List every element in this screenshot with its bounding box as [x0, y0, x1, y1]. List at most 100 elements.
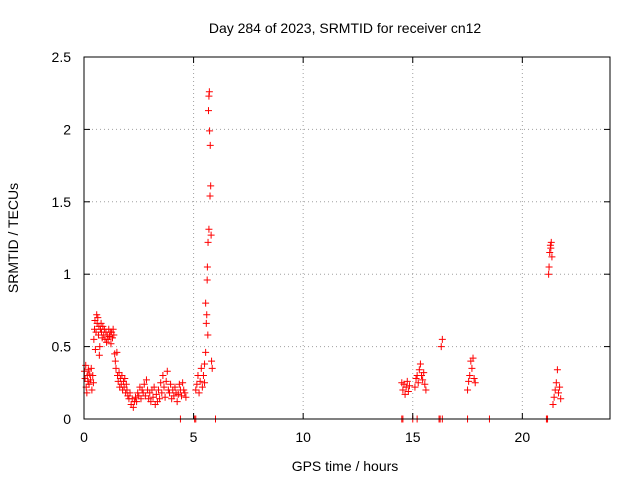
data-point — [89, 372, 97, 380]
data-point — [545, 270, 553, 278]
x-axis-label: GPS time / hours — [292, 458, 399, 474]
data-point — [411, 383, 419, 391]
data-point — [98, 334, 106, 342]
data-point — [207, 182, 215, 190]
data-point — [547, 238, 555, 246]
data-point — [554, 389, 562, 397]
data-point — [158, 389, 166, 397]
data-point — [178, 392, 186, 400]
data-point — [111, 357, 119, 365]
data-point — [150, 383, 158, 391]
data-point — [83, 389, 91, 397]
data-point — [91, 345, 99, 353]
data-point — [167, 380, 175, 388]
data-point — [182, 393, 190, 401]
data-point — [469, 354, 477, 362]
data-point — [545, 263, 553, 271]
data-point — [87, 376, 95, 384]
data-point — [149, 393, 157, 401]
data-point — [466, 372, 474, 380]
data-point — [123, 386, 131, 394]
data-point — [180, 386, 188, 394]
data-point — [156, 395, 164, 403]
data-point — [193, 380, 201, 388]
data-point — [471, 379, 479, 387]
data-point — [465, 377, 473, 385]
y-tick-label: 0 — [63, 411, 71, 427]
data-point — [181, 389, 189, 397]
data-point — [91, 325, 99, 333]
data-point — [82, 361, 90, 369]
data-point — [203, 263, 211, 271]
y-tick-label: 1 — [63, 266, 71, 282]
data-point — [137, 395, 145, 403]
data-point — [118, 372, 126, 380]
data-points — [80, 88, 565, 423]
axis-ticks: 0 5 10 15 20 0 0.5 1 1.5 2 2.5 — [52, 49, 610, 445]
data-point — [171, 383, 179, 391]
data-point — [99, 322, 107, 330]
data-point — [548, 253, 556, 261]
data-point — [162, 377, 170, 385]
y-tick-label: 2.5 — [52, 49, 72, 65]
data-point — [403, 377, 411, 385]
data-point — [412, 374, 420, 382]
data-point — [551, 386, 559, 394]
data-point — [405, 382, 413, 390]
data-point — [401, 390, 409, 398]
chart-title: Day 284 of 2023, SRMTID for receiver cn1… — [209, 20, 482, 36]
data-point — [208, 357, 216, 365]
data-point — [415, 366, 423, 374]
data-point — [421, 380, 429, 388]
data-point — [422, 386, 430, 394]
data-point — [202, 299, 210, 307]
data-point — [157, 379, 165, 387]
data-point — [93, 311, 101, 319]
data-point — [132, 393, 140, 401]
data-point — [112, 364, 120, 372]
data-point — [206, 141, 214, 149]
data-point — [553, 366, 561, 374]
data-point — [129, 403, 137, 411]
data-point — [165, 389, 173, 397]
data-point — [108, 334, 116, 342]
data-point — [202, 348, 210, 356]
data-point — [464, 386, 472, 394]
data-point — [404, 387, 412, 395]
data-point — [155, 386, 163, 394]
data-point — [557, 395, 565, 403]
data-point — [203, 276, 211, 284]
data-point — [470, 374, 478, 382]
x-tick-label: 20 — [515, 429, 531, 445]
data-point — [95, 351, 103, 359]
x-tick-label: 15 — [405, 429, 421, 445]
data-point — [206, 192, 214, 200]
data-point — [113, 348, 121, 356]
data-point — [152, 390, 160, 398]
data-point — [195, 389, 203, 397]
data-point — [109, 325, 117, 333]
data-point — [133, 398, 141, 406]
data-point — [208, 364, 216, 372]
data-point — [202, 319, 210, 327]
data-point — [438, 335, 446, 343]
data-point — [97, 319, 105, 327]
data-point — [192, 386, 200, 394]
data-point — [201, 360, 209, 368]
data-point — [173, 398, 181, 406]
data-point — [163, 367, 171, 375]
data-point — [420, 369, 428, 377]
data-point — [437, 343, 445, 351]
data-point — [104, 335, 112, 343]
data-point — [414, 379, 422, 387]
data-point — [468, 364, 476, 372]
y-tick-label: 0.5 — [52, 339, 72, 355]
data-point — [204, 107, 212, 115]
y-tick-label: 2 — [63, 121, 71, 137]
data-point — [179, 379, 187, 387]
data-point — [119, 377, 127, 385]
data-point — [159, 372, 167, 380]
data-point — [552, 379, 560, 387]
data-point — [105, 332, 113, 340]
